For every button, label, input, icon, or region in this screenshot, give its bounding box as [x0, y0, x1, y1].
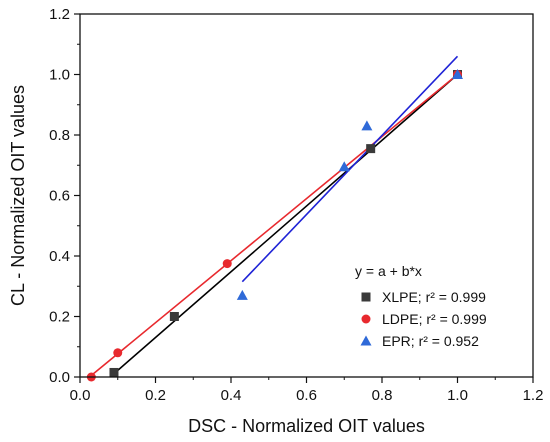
fit-lines: [88, 55, 459, 378]
x-tick-label: 1.2: [523, 387, 544, 404]
axis-ticks: [74, 13, 534, 383]
data-points: [86, 69, 463, 382]
legend-marker: [360, 335, 372, 346]
circle-point: [113, 348, 123, 358]
y-tick-label: 0.0: [49, 369, 70, 386]
circle-point: [222, 259, 232, 269]
x-tick-label: 0.2: [145, 387, 166, 404]
square-point: [109, 367, 119, 377]
x-tick-label: 0.6: [296, 387, 317, 404]
plot-frame: [79, 13, 534, 378]
fit-equation: y = a + b*x: [355, 263, 422, 279]
square-point: [366, 144, 376, 154]
triangle-point: [361, 120, 373, 131]
x-tick-label: 0.0: [70, 387, 91, 404]
y-tick-label: 1.2: [49, 6, 70, 23]
square-point: [169, 312, 179, 321]
x-tick-label: 1.0: [447, 387, 468, 404]
y-tick-label: 1.0: [49, 67, 70, 84]
legend-marker: [361, 314, 371, 324]
y-tick-label: 0.6: [49, 188, 70, 205]
y-axis-title: CL - Normalized OIT values: [8, 85, 28, 306]
legend-marker: [361, 292, 371, 302]
fit-line-triangle: [241, 55, 459, 283]
x-axis-title: DSC - Normalized OIT values: [188, 416, 425, 436]
triangle-point: [236, 289, 248, 300]
tick-labels: 0.0 0.2 0.4 0.6 0.8 1.0 1.2 0.0 0.2 0.4 0.6 0.8 1.0 1…: [49, 6, 543, 404]
x-tick-label: 0.8: [372, 387, 393, 404]
legend-label: LDPE; r² = 0.999: [382, 311, 487, 327]
fit-line-circle: [88, 73, 459, 378]
y-tick-label: 0.8: [49, 127, 70, 144]
legend-label: EPR; r² = 0.952: [382, 333, 479, 349]
x-tick-label: 0.4: [221, 387, 242, 404]
legend: XLPE; r² = 0.999 LDPE; r² = 0.999 EPR; r² …: [360, 289, 487, 349]
fit-line-square: [109, 73, 459, 378]
triangle-point: [338, 161, 350, 172]
y-tick-label: 0.2: [49, 309, 70, 326]
legend-label: XLPE; r² = 0.999: [382, 289, 486, 305]
y-tick-label: 0.4: [49, 248, 70, 265]
triangle-point: [452, 69, 463, 79]
